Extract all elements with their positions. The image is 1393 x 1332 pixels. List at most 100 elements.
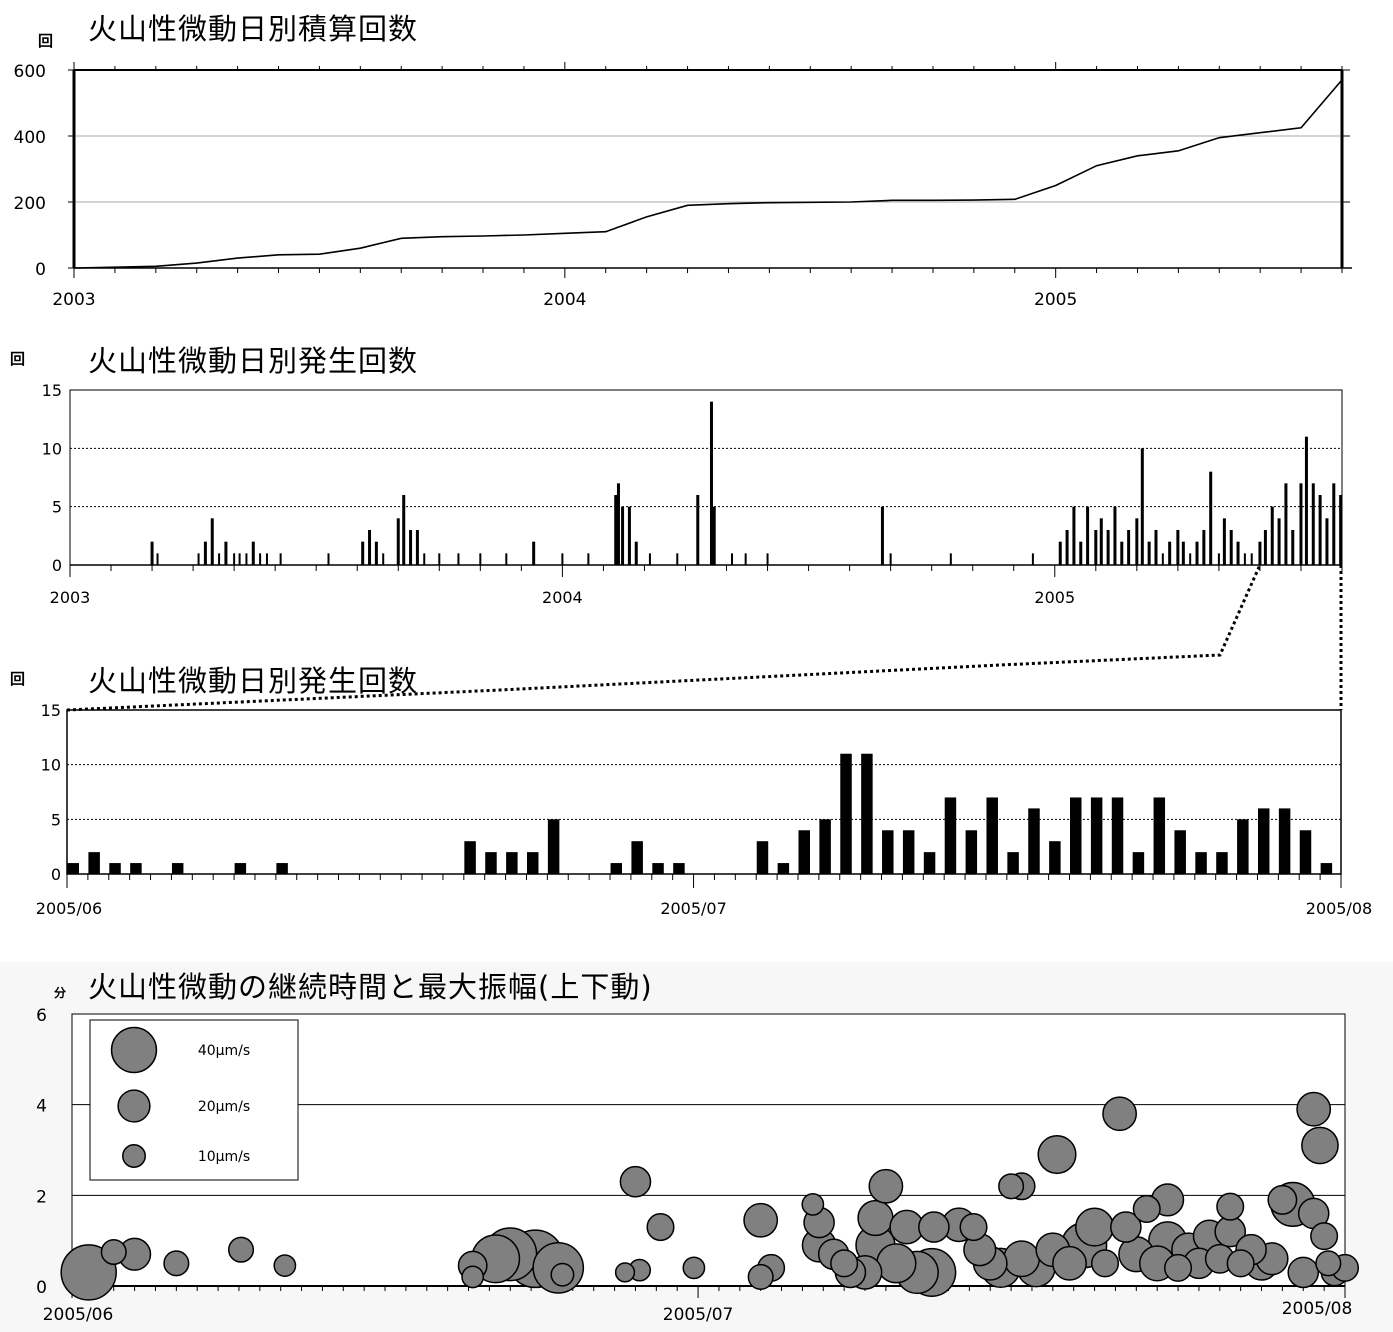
c3-bar (1132, 852, 1145, 874)
c4-bubble (1132, 1194, 1161, 1223)
c3-bar (861, 753, 873, 874)
c2-bar (203, 541, 207, 565)
c2-bar (1250, 553, 1253, 565)
c4-bubble (550, 1262, 575, 1287)
c4-legend-marker (110, 1026, 158, 1074)
c4-bubble (1110, 1211, 1142, 1243)
c2-bar (621, 506, 625, 565)
c2-bar (479, 553, 482, 565)
c2-bar (1106, 530, 1110, 565)
zoom-connector-left (66, 564, 1262, 712)
c2-bar (224, 541, 228, 565)
c2-bar (1229, 530, 1233, 565)
c2-bar (744, 553, 747, 565)
c2-bar (1291, 530, 1295, 565)
c2-bar (361, 541, 365, 565)
c2-bar (766, 553, 769, 565)
c3-bar (882, 830, 894, 874)
c2-y-tick-label: 0 (52, 556, 62, 575)
c3-x-tick-label: 2005/06 (36, 899, 102, 918)
c2-bar (1086, 506, 1090, 565)
c2-bar (648, 553, 651, 565)
chart-4-unit: 分 (54, 986, 67, 1000)
c2-bar (1263, 530, 1267, 565)
c1-x-tick-label: 2005 (1034, 290, 1077, 310)
c3-bar (819, 819, 831, 874)
c2-bar (1154, 530, 1158, 565)
c4-bubble (60, 1244, 117, 1301)
c4-bubble (1052, 1245, 1087, 1281)
c4-bubble (614, 1262, 636, 1283)
chart-2-unit: 回 (10, 350, 26, 368)
c2-bar (1277, 518, 1281, 565)
c2-bar (1094, 530, 1098, 565)
c3-bar (1153, 797, 1166, 874)
c4-bubble (1301, 1126, 1339, 1165)
c2-bar (1065, 530, 1069, 565)
c2-bar (1058, 541, 1062, 565)
c1-x-tick-label: 2004 (543, 290, 586, 310)
c2-bar (423, 553, 426, 565)
c4-bubble (163, 1250, 190, 1277)
c3-bar (130, 863, 142, 874)
c2-bar (1258, 541, 1262, 565)
c4-bubble (918, 1211, 950, 1243)
chart-2-title: 火山性微動日別発生回数 (88, 344, 419, 378)
c2-bar (374, 541, 378, 565)
c3-bar (526, 852, 539, 874)
c4-bubble (1037, 1134, 1077, 1175)
c2-bar (1311, 483, 1315, 565)
chart-3-unit: 回 (10, 670, 26, 688)
c2-bar (1195, 541, 1199, 565)
c4-bubble (1315, 1250, 1342, 1277)
c2-bar (1161, 553, 1164, 565)
c3-bar (1174, 830, 1186, 874)
c4-legend-marker (122, 1144, 146, 1168)
c2-bar (1332, 483, 1336, 565)
c4-legend-marker (117, 1089, 151, 1123)
c1-y-tick-label: 400 (14, 128, 46, 148)
c2-bar (368, 530, 372, 565)
c2-bar (251, 541, 255, 565)
c2-bar (1140, 448, 1144, 565)
c2-bar (1135, 518, 1139, 565)
c1-x-tick-label: 2003 (52, 290, 95, 310)
c3-bar (1090, 797, 1103, 874)
c2-bar (627, 506, 631, 565)
c3-bar (485, 852, 497, 874)
c2-bar (197, 553, 200, 565)
c2-bar (889, 553, 892, 565)
c4-bubble (1216, 1192, 1245, 1221)
c2-bar (1120, 541, 1124, 565)
c2-bar (634, 541, 638, 565)
c1-y-tick-label: 600 (14, 62, 46, 82)
c2-bar (561, 553, 564, 565)
c3-bar (902, 830, 915, 874)
c4-bubble (1075, 1207, 1115, 1247)
c2-bar (1325, 518, 1329, 565)
c4-bubble (1102, 1096, 1138, 1132)
c3-bar (1320, 863, 1333, 874)
c2-bar (402, 495, 406, 565)
c3-bar (1070, 797, 1082, 874)
c4-bubble (273, 1254, 297, 1277)
c4-legend-label: 20μm/s (198, 1099, 250, 1115)
c2-bar (1217, 553, 1220, 565)
c4-bubble (1090, 1249, 1120, 1278)
c4-bubble (1287, 1256, 1320, 1289)
c2-bar (1339, 495, 1343, 565)
c2-bar (1031, 553, 1034, 565)
c1-series-line (73, 79, 1343, 269)
c1-y-tick-label: 0 (35, 260, 46, 280)
c4-bubble (830, 1249, 859, 1278)
c2-bar (1127, 530, 1131, 565)
c2-bar (438, 553, 441, 565)
c2-bar (1299, 483, 1303, 565)
c4-bubble (1164, 1253, 1193, 1282)
c2-bar (1176, 530, 1180, 565)
c3-frame (66, 709, 1342, 875)
c2-bar (1072, 506, 1076, 565)
c2-bar (880, 506, 884, 565)
c3-bar (1195, 852, 1207, 874)
chart-1-unit: 回 (38, 32, 54, 50)
